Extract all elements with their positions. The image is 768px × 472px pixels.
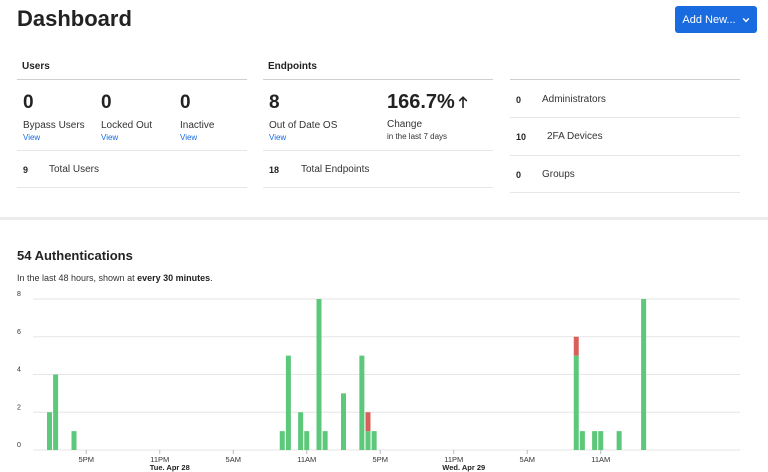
bar-success	[298, 412, 304, 450]
summary-divider-1	[510, 117, 740, 118]
x-tick-label: 5AM	[520, 455, 535, 464]
change-value-wrap: 166.7%	[387, 92, 468, 112]
authentications-title: 54 Authentications	[17, 248, 133, 263]
y-tick-label: 0	[17, 442, 21, 449]
y-tick-label: 8	[17, 291, 21, 298]
bar-success	[47, 412, 52, 450]
change-value: 166.7%	[387, 91, 455, 113]
locked-out-view-link[interactable]: View	[101, 133, 119, 142]
x-tick-label: 11PM	[150, 455, 169, 464]
bar-success	[365, 431, 371, 450]
inactive-label: Inactive	[180, 120, 215, 131]
groups-row[interactable]: 0 Groups	[516, 169, 575, 180]
administrators-row[interactable]: 0 Administrators	[516, 94, 606, 105]
x-tick-label: 5PM	[79, 455, 94, 464]
bar-success	[53, 374, 59, 450]
bar-success	[304, 431, 310, 450]
authentications-subtitle: In the last 48 hours, shown at every 30 …	[17, 273, 213, 283]
bar-success	[371, 431, 377, 450]
bar-success	[616, 431, 622, 450]
2fa-devices-row[interactable]: 10 2FA Devices	[516, 131, 603, 142]
x-tick-label: 5PM	[373, 455, 388, 464]
authentications-subtitle-prefix: In the last 48 hours, shown at	[17, 273, 138, 283]
out-of-date-os-label: Out of Date OS	[269, 120, 338, 131]
locked-out-count: 0	[101, 92, 112, 113]
bar-failure	[573, 336, 579, 356]
bypass-users-view-link[interactable]: View	[23, 133, 41, 142]
x-tick-label: 11AM	[297, 455, 316, 464]
authentications-subtitle-interval: every 30 minutes	[137, 273, 211, 283]
bypass-users-stat: 0 Bypass Users View	[23, 93, 85, 142]
change-stat: 166.7% Change in the last 7 days	[387, 92, 468, 141]
page-title: Dashboard	[17, 6, 132, 31]
endpoints-card-divider	[263, 79, 493, 80]
total-users-count: 9	[23, 164, 29, 175]
endpoints-card-title: Endpoints	[268, 61, 317, 72]
out-of-date-os-stat: 8 Out of Date OS View	[269, 93, 337, 142]
locked-out-label: Locked Out	[101, 120, 153, 131]
total-endpoints-count: 18	[269, 164, 280, 175]
chevron-down-icon	[742, 17, 749, 23]
total-endpoints-label: Total Endpoints	[301, 164, 370, 175]
administrators-count: 0	[516, 94, 522, 105]
total-users-label: Total Users	[49, 164, 100, 175]
bar-success	[341, 393, 346, 450]
locked-out-stat: 0 Locked Out View	[101, 93, 152, 142]
x-tick-date-label: Wed. Apr 29	[442, 463, 485, 472]
users-card-title: Users	[22, 61, 50, 72]
bar-success	[285, 355, 291, 450]
change-sublabel: in the last 7 days	[387, 132, 448, 141]
bar-success	[359, 355, 365, 450]
bar-success	[316, 299, 322, 450]
authentications-subtitle-suffix: .	[210, 273, 213, 283]
groups-count: 0	[516, 169, 522, 180]
bar-success	[279, 431, 285, 450]
out-of-date-os-view-link[interactable]: View	[269, 133, 287, 142]
summary-divider-2	[510, 155, 740, 156]
bypass-users-count: 0	[23, 92, 34, 113]
arrow-up-icon	[458, 96, 468, 109]
bar-success	[322, 431, 328, 450]
out-of-date-os-count: 8	[269, 92, 280, 113]
bar-success	[71, 431, 77, 450]
bar-success	[579, 431, 585, 450]
bypass-users-label: Bypass Users	[23, 120, 85, 131]
users-bottom-divider	[17, 187, 247, 188]
2fa-devices-count: 10	[516, 131, 527, 142]
bar-success	[598, 431, 604, 450]
endpoints-bottom-divider	[263, 187, 493, 188]
groups-label: Groups	[542, 169, 575, 180]
y-tick-label: 6	[17, 329, 21, 336]
change-label: Change	[387, 119, 423, 130]
add-new-button[interactable]: Add New...	[675, 6, 757, 33]
add-new-label: Add New...	[682, 13, 736, 26]
y-tick-label: 4	[17, 367, 21, 374]
users-card-divider	[17, 79, 247, 80]
section-separator	[0, 217, 768, 220]
users-total-divider	[17, 150, 247, 151]
inactive-stat: 0 Inactive View	[180, 93, 214, 142]
endpoints-total-divider	[263, 150, 493, 151]
inactive-view-link[interactable]: View	[180, 133, 198, 142]
administrators-label: Administrators	[542, 94, 606, 105]
bar-success	[592, 431, 598, 450]
bar-success	[573, 355, 579, 450]
total-users-row[interactable]: 9 Total Users	[23, 164, 99, 175]
x-tick-date-label: Tue. Apr 28	[150, 463, 190, 472]
bar-success	[641, 299, 647, 450]
2fa-devices-label: 2FA Devices	[547, 131, 603, 142]
y-tick-label: 2	[17, 404, 21, 411]
summary-card-divider	[510, 79, 740, 80]
x-tick-label: 11PM	[444, 455, 463, 464]
bar-failure	[365, 412, 371, 432]
x-tick-label: 5AM	[226, 455, 241, 464]
total-endpoints-row[interactable]: 18 Total Endpoints	[269, 164, 369, 175]
summary-bottom-divider	[510, 192, 740, 193]
inactive-count: 0	[180, 92, 191, 113]
x-tick-label: 11AM	[591, 455, 610, 464]
